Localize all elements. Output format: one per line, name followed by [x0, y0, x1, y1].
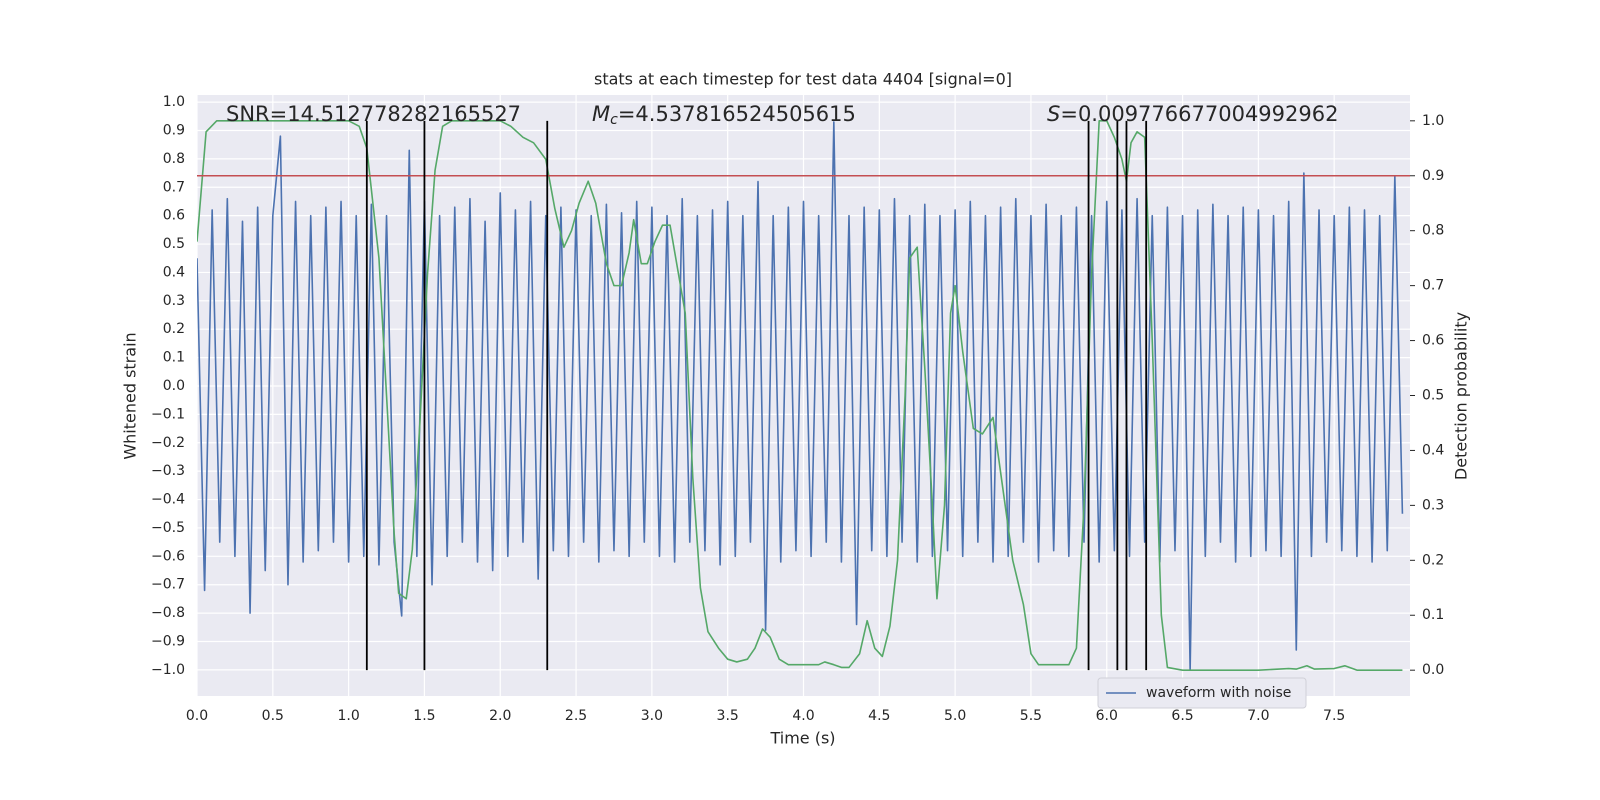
y-tick-label: −0.9 — [151, 633, 185, 649]
y-tick-label: 0.8 — [163, 151, 185, 167]
y-tick-label: 0.6 — [163, 208, 185, 224]
series-line — [197, 120, 1403, 671]
legend: waveform with noise — [1097, 677, 1307, 709]
x-tick-label: 0.0 — [186, 708, 208, 724]
x-axis-label: Time (s) — [769, 729, 835, 748]
legend-label: waveform with noise — [1146, 685, 1291, 701]
legend-box — [1097, 677, 1307, 709]
y2-tick-label: 0.9 — [1422, 168, 1444, 184]
y-tick-label: −0.8 — [151, 605, 185, 621]
x-tick-label: 2.5 — [565, 708, 587, 724]
annotation: Mc=4.537816524505615 — [592, 102, 856, 128]
x-tick-label: 6.5 — [1171, 708, 1193, 724]
annotation: SNR=14.512778282165527 — [226, 102, 521, 126]
chart-title: stats at each timestep for test data 440… — [594, 70, 1012, 89]
x-tick-label: 5.5 — [1020, 708, 1042, 724]
y-tick-label: 0.3 — [163, 293, 185, 309]
annotation-symbol: S — [1047, 102, 1060, 126]
y2-tick-label: 0.3 — [1422, 497, 1444, 513]
y-tick-label: 0.1 — [163, 350, 185, 366]
y-axis-label: Whitened strain — [121, 332, 140, 459]
x-tick-label: 0.5 — [262, 708, 284, 724]
y-tick-label: 0.9 — [163, 122, 185, 138]
x-tick-label: 7.0 — [1247, 708, 1269, 724]
x-tick-label: 1.0 — [337, 708, 359, 724]
y2-axis-label: Detection probability — [1452, 312, 1471, 480]
y2-tick-label: 1.0 — [1422, 113, 1444, 129]
x-tick-label: 4.5 — [868, 708, 890, 724]
annotation-value: =4.537816524505615 — [618, 102, 856, 126]
x-tick-label: 3.0 — [641, 708, 663, 724]
y-tick-label: −0.4 — [151, 492, 185, 508]
y2-tick-label: 0.1 — [1422, 607, 1444, 623]
y2-tick-label: 0.4 — [1422, 442, 1444, 458]
x-tick-label: 1.5 — [413, 708, 435, 724]
y-tick-label: −0.5 — [151, 520, 185, 536]
y-tick-label: −0.7 — [151, 577, 185, 593]
annotation-symbol: M — [592, 102, 610, 126]
y-tick-label: −1.0 — [151, 662, 185, 678]
y2-tick-label: 0.8 — [1422, 223, 1444, 239]
y-tick-label: 0.0 — [163, 378, 185, 394]
annotation-value: =0.009776677004992962 — [1060, 102, 1338, 126]
y2-tick-label: 0.5 — [1422, 388, 1444, 404]
y-tick-label: −0.6 — [151, 548, 185, 564]
y2-tick-label: 0.7 — [1422, 278, 1444, 294]
y-tick-label: 1.0 — [163, 94, 185, 110]
x-tick-label: 6.0 — [1096, 708, 1118, 724]
y-tick-label: −0.2 — [151, 435, 185, 451]
x-tick-label: 2.0 — [489, 708, 511, 724]
x-tick-label: 4.0 — [792, 708, 814, 724]
y-tick-label: 0.5 — [163, 236, 185, 252]
y-tick-label: 0.7 — [163, 179, 185, 195]
y2-tick-label: 0.2 — [1422, 552, 1444, 568]
x-tick-label: 3.5 — [717, 708, 739, 724]
y2-tick-label: 0.0 — [1422, 662, 1444, 678]
y-tick-label: −0.1 — [151, 406, 185, 422]
x-tick-label: 5.0 — [944, 708, 966, 724]
annotation: S=0.009776677004992962 — [1047, 102, 1338, 126]
annotation-subscript: c — [610, 112, 618, 128]
y-tick-label: −0.3 — [151, 463, 185, 479]
x-tick-label: 7.5 — [1323, 708, 1345, 724]
y-tick-label: 0.4 — [163, 264, 185, 280]
y2-tick-label: 0.6 — [1422, 333, 1444, 349]
marks — [197, 120, 1410, 671]
y-tick-label: 0.2 — [163, 321, 185, 337]
